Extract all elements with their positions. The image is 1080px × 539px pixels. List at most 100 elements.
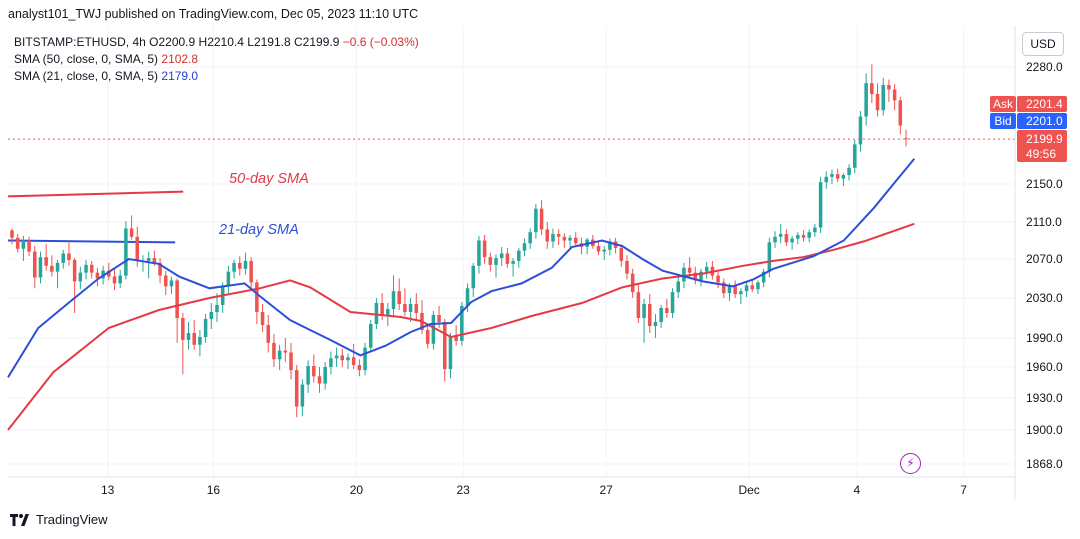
- legend-sma50-label: SMA (50, close, 0, SMA, 5): [14, 52, 159, 66]
- candle-body: [625, 260, 629, 274]
- candle-body: [260, 312, 265, 325]
- candle-body: [545, 229, 550, 242]
- candle-body: [904, 138, 908, 140]
- candle-body: [118, 275, 122, 284]
- candle-body: [374, 303, 379, 324]
- candle-body: [38, 257, 43, 278]
- candle-body: [551, 234, 555, 242]
- candle-body: [477, 240, 481, 266]
- candle-body: [488, 257, 493, 265]
- candle-body: [784, 234, 789, 243]
- y-tick-label: 2280.0: [1026, 60, 1063, 74]
- tradingview-logo-icon: [10, 513, 32, 526]
- candle-body: [27, 240, 31, 252]
- candle-body: [596, 246, 601, 252]
- footer-brand: TradingView: [10, 512, 108, 527]
- candle-body: [124, 228, 128, 276]
- candle-body: [875, 94, 880, 111]
- candle-body: [647, 304, 652, 326]
- x-tick-label: Dec: [738, 483, 759, 497]
- legend-high: H2210.4: [198, 35, 244, 49]
- candle-body: [687, 267, 692, 273]
- time-axis[interactable]: 13 16 20 23 27 Dec 4 7: [101, 483, 967, 497]
- candle-body: [386, 309, 390, 315]
- y-tick-label: 1960.0: [1026, 360, 1063, 374]
- candle-body: [312, 366, 316, 377]
- candle-body: [55, 262, 60, 272]
- candle-body: [397, 291, 401, 304]
- y-tick-label: 2110.0: [1026, 215, 1062, 229]
- candle-body: [699, 271, 703, 281]
- candle-body: [67, 253, 71, 260]
- price-tags: Ask 2201.4 Bid 2201.0 2199.949:56: [990, 96, 1067, 162]
- candlestick-series: [10, 64, 908, 418]
- candle-body: [107, 270, 111, 277]
- candle-body: [818, 182, 823, 228]
- annotation-line: [7, 239, 176, 244]
- candle-body: [391, 291, 396, 309]
- candle-body: [892, 89, 897, 101]
- x-tick-label: 16: [207, 483, 221, 497]
- price-axis[interactable]: 2280.0 2150.0 2110.0 2070.0 2030.0 1990.0 1960…: [1026, 60, 1063, 471]
- candle-body: [437, 315, 441, 322]
- candle-body: [665, 308, 669, 313]
- legend-sma21-label: SMA (21, close, 0, SMA, 5): [14, 69, 159, 83]
- candle-body: [505, 253, 510, 264]
- candle-body: [226, 271, 231, 287]
- candle-body: [357, 365, 362, 371]
- legend-symbol[interactable]: BITSTAMP:ETHUSD, 4h: [14, 35, 146, 49]
- x-tick-label: 20: [350, 483, 364, 497]
- candle-body: [215, 305, 219, 312]
- candle-body: [255, 282, 259, 312]
- candle-body: [408, 304, 413, 312]
- candle-body: [152, 258, 157, 263]
- annotation-line: [7, 190, 184, 198]
- candle-body: [181, 318, 185, 340]
- candle-body: [887, 85, 891, 90]
- y-tick-label: 2070.0: [1026, 252, 1063, 266]
- candle-body: [517, 250, 521, 261]
- x-tick-label: 7: [960, 483, 967, 497]
- candle-body: [568, 237, 572, 241]
- legend-low: L2191.8: [247, 35, 291, 49]
- candle-body: [238, 262, 242, 269]
- candle-body: [135, 236, 140, 261]
- candle-body: [602, 249, 606, 252]
- candle-body: [682, 267, 686, 282]
- legend-close: C2199.9: [294, 35, 340, 49]
- candle-body: [471, 265, 476, 289]
- candle-body: [750, 285, 755, 290]
- candle-body: [163, 275, 168, 287]
- candle-body: [653, 322, 658, 326]
- lightning-icon[interactable]: ⚡: [900, 453, 921, 474]
- candle-body: [807, 232, 811, 238]
- candle-body: [767, 242, 772, 272]
- candle-body: [482, 240, 487, 258]
- candle-body: [659, 308, 663, 322]
- candle-body: [898, 100, 903, 126]
- x-tick-label: 4: [854, 483, 861, 497]
- candle-body: [380, 303, 384, 315]
- candle-body: [454, 336, 458, 341]
- candle-body: [89, 264, 94, 273]
- candle-body: [249, 260, 253, 283]
- candle-body: [323, 367, 327, 384]
- candle-body: [129, 228, 134, 237]
- legend-sma50-value: 2102.8: [161, 52, 199, 66]
- candle-body: [642, 304, 646, 318]
- candle-body: [494, 258, 498, 265]
- currency-button[interactable]: USD: [1022, 32, 1064, 56]
- publish-header: analyst101_TWJ published on TradingView.…: [8, 7, 419, 21]
- legend-sma50-row[interactable]: SMA (50, close, 0, SMA, 5) 2102.8: [14, 51, 419, 68]
- legend-sma21-row[interactable]: SMA (21, close, 0, SMA, 5) 2179.0: [14, 68, 419, 85]
- candle-body: [448, 336, 453, 370]
- candle-body: [84, 264, 88, 273]
- candle-body: [277, 350, 282, 360]
- candle-body: [864, 83, 868, 117]
- candle-body: [112, 276, 117, 284]
- candle-body: [146, 258, 151, 261]
- sma21-line: [7, 158, 916, 378]
- candle-body: [881, 85, 885, 111]
- candle-body: [78, 272, 83, 282]
